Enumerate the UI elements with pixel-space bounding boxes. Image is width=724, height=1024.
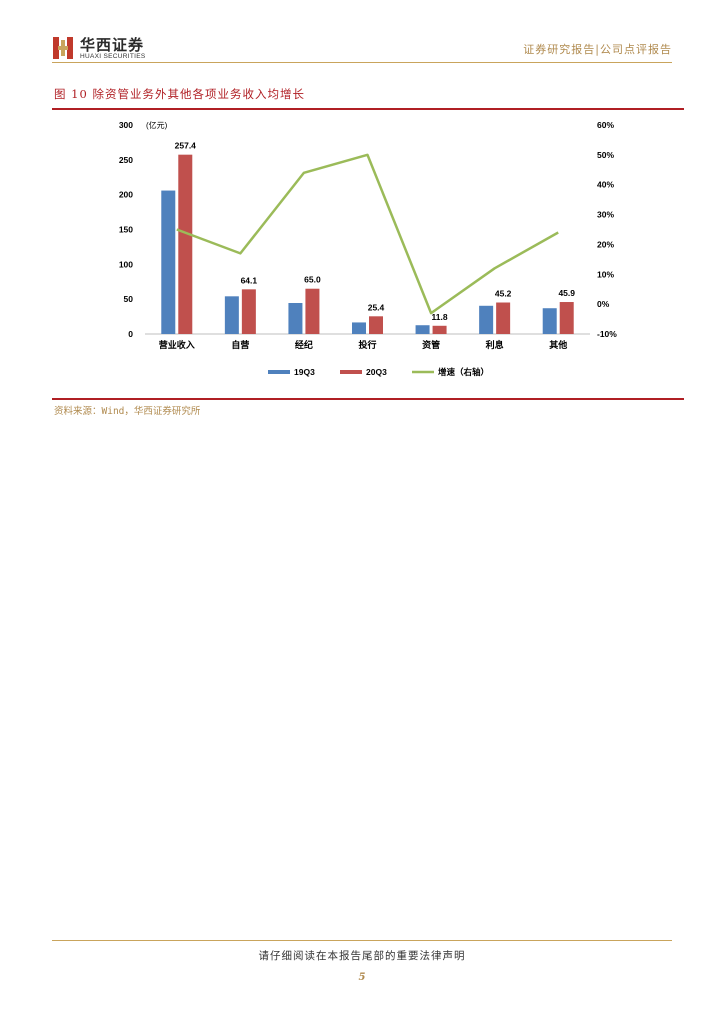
y-left-tick-label: 200 [119, 190, 133, 200]
growth-line [176, 153, 559, 315]
revenue-growth-chart: 0 50 100 150 200 250 300 (亿元) -10% 0% 10% 20% 30% 40%… [119, 120, 617, 377]
y-right-tick-label: -10% [597, 329, 617, 339]
y-left-tick-label: 50 [124, 294, 134, 304]
y-right-tick-label: 30% [597, 210, 614, 220]
bar-data-label: 11.8 [432, 312, 448, 322]
page-header: 华西证券 HUAXI SECURITIES 证券研究报告|公司点评报告 [0, 0, 724, 70]
bar-20q3 [559, 302, 574, 334]
bar-data-label: 65.0 [304, 275, 321, 285]
bar-19q3 [415, 325, 430, 334]
legend-label: 20Q3 [366, 367, 387, 377]
y-left-tick-label: 300 [119, 120, 133, 130]
huaxi-logo-icon [53, 37, 73, 59]
x-category-label: 资管 [422, 339, 440, 350]
bar-data-label: 257.4 [175, 141, 197, 151]
y-right-tick-label: 50% [597, 150, 614, 160]
legal-disclaimer: 请仔细阅读在本报告尾部的重要法律声明 [258, 950, 466, 962]
report-type-label: 证券研究报告|公司点评报告 [523, 43, 672, 56]
y-left-tick-label: 100 [119, 259, 133, 269]
x-category-label: 其他 [549, 339, 567, 350]
y-right-tick-label: 20% [597, 239, 614, 249]
bar-20q3 [369, 316, 383, 334]
y-left-tick-label: 150 [119, 225, 133, 235]
y-right-tick-label: 60% [597, 120, 614, 130]
y-left-tick-label: 250 [119, 155, 133, 165]
page-number: 5 [358, 972, 366, 983]
bar-20q3 [178, 154, 193, 334]
bar-19q3 [542, 308, 557, 334]
y-left-unit-label: (亿元) [146, 120, 168, 130]
x-category-label: 经纪 [295, 339, 313, 350]
figure-top-rule [52, 108, 684, 110]
x-category-label: 营业收入 [159, 339, 195, 350]
y-left-tick-label: 0 [128, 329, 133, 339]
bar-data-label: 64.1 [241, 275, 258, 285]
bar-data-label: 45.2 [495, 289, 512, 299]
legend-swatch-19q3 [268, 370, 290, 374]
bar-data-label: 25.4 [368, 302, 385, 312]
legend-swatch-20q3 [340, 370, 362, 374]
x-category-label: 投行 [358, 339, 376, 350]
bar-20q3 [241, 289, 256, 334]
logo-english-name: HUAXI SECURITIES [80, 53, 146, 60]
legend-label: 增速（右轴） [438, 367, 489, 377]
y-right-tick-label: 0% [597, 299, 610, 309]
bar-20q3 [496, 302, 511, 334]
footer-divider [52, 940, 672, 941]
header-divider [52, 62, 672, 63]
figure-bottom-rule [52, 398, 684, 400]
company-logo: 华西证券 HUAXI SECURITIES [52, 34, 162, 64]
y-right-tick-label: 10% [597, 269, 614, 279]
bar-19q3 [161, 190, 176, 334]
bar-19q3 [224, 296, 239, 334]
x-category-label: 自营 [231, 339, 249, 350]
bar-data-label: 45.9 [558, 288, 575, 298]
bar-19q3 [288, 302, 303, 334]
bar-19q3 [352, 322, 366, 334]
legend-label: 19Q3 [294, 367, 315, 377]
figure-source: 资料来源：Wind，华西证券研究所 [54, 406, 201, 417]
logo-chinese-name: 华西证券 [80, 36, 145, 54]
bar-20q3 [432, 325, 447, 334]
x-category-label: 利息 [485, 339, 504, 350]
bar-19q3 [479, 305, 494, 334]
figure-title: 图 10 除资管业务外其他各项业务收入均增长 [54, 87, 305, 101]
y-right-tick-label: 40% [597, 180, 614, 190]
bar-20q3 [305, 288, 320, 334]
